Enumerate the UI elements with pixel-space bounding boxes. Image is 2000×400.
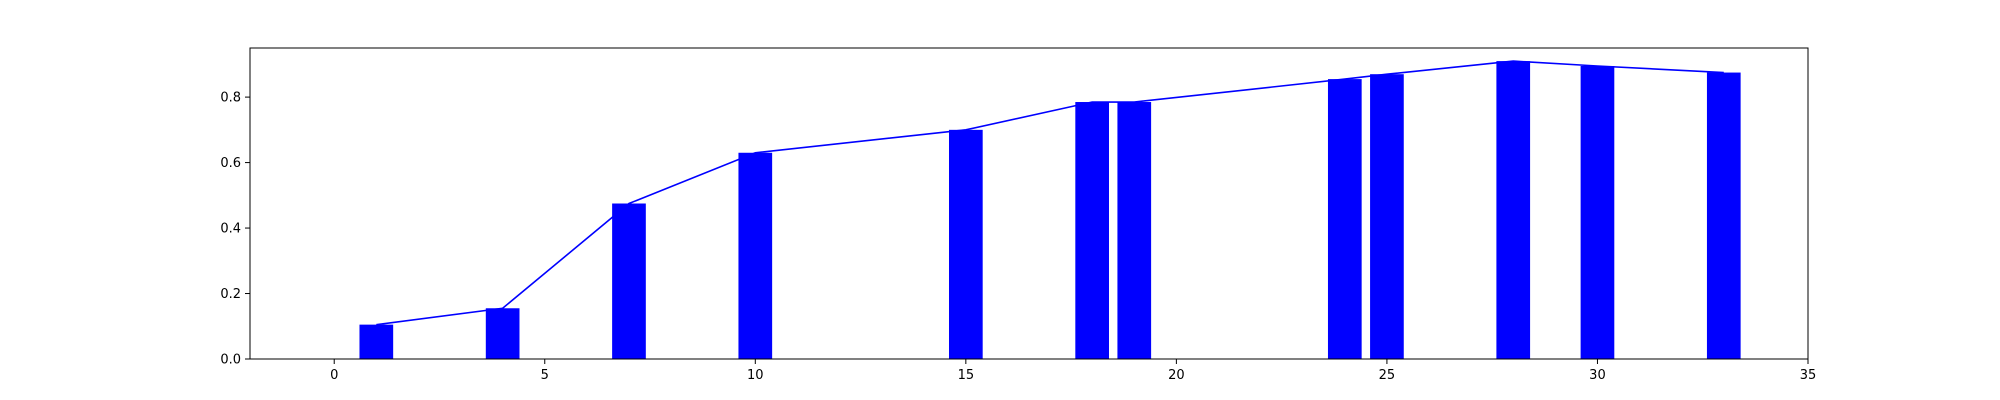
x-tick-label: 0 — [330, 368, 338, 383]
x-tick-label: 15 — [958, 368, 975, 383]
y-tick-label: 0.4 — [220, 222, 241, 237]
bar-4 — [485, 308, 520, 359]
bar-10 — [738, 152, 773, 359]
x-tick-label: 20 — [1168, 368, 1185, 383]
plot-frame — [249, 47, 1809, 360]
bar-1 — [359, 324, 394, 359]
x-tick-label: 25 — [1379, 368, 1396, 383]
x-axis: 0 5 10 15 20 25 30 35 — [330, 359, 1816, 383]
x-tick-label: 5 — [541, 368, 549, 383]
bar-18 — [1075, 102, 1110, 359]
bar-19 — [1117, 102, 1152, 359]
x-tick-label: 35 — [1800, 368, 1817, 383]
bar-15 — [948, 129, 983, 359]
y-tick-label: 0.0 — [220, 353, 241, 368]
line-layer — [376, 60, 1724, 326]
bar-7 — [612, 203, 646, 359]
trend-line — [376, 60, 1724, 326]
y-tick-label: 0.8 — [220, 91, 241, 106]
bar-33 — [1706, 72, 1741, 359]
y-tick-label: 0.6 — [220, 156, 241, 171]
bar-25 — [1370, 74, 1404, 359]
x-tick-label: 10 — [747, 368, 764, 383]
y-axis: 0.0 0.2 0.4 0.6 0.8 — [220, 91, 250, 368]
bars-layer — [359, 61, 1741, 360]
y-tick-label: 0.2 — [220, 287, 241, 302]
bar-24 — [1327, 79, 1362, 359]
x-tick-label: 30 — [1589, 368, 1606, 383]
bar-28 — [1496, 61, 1531, 360]
bar-30 — [1580, 66, 1615, 360]
